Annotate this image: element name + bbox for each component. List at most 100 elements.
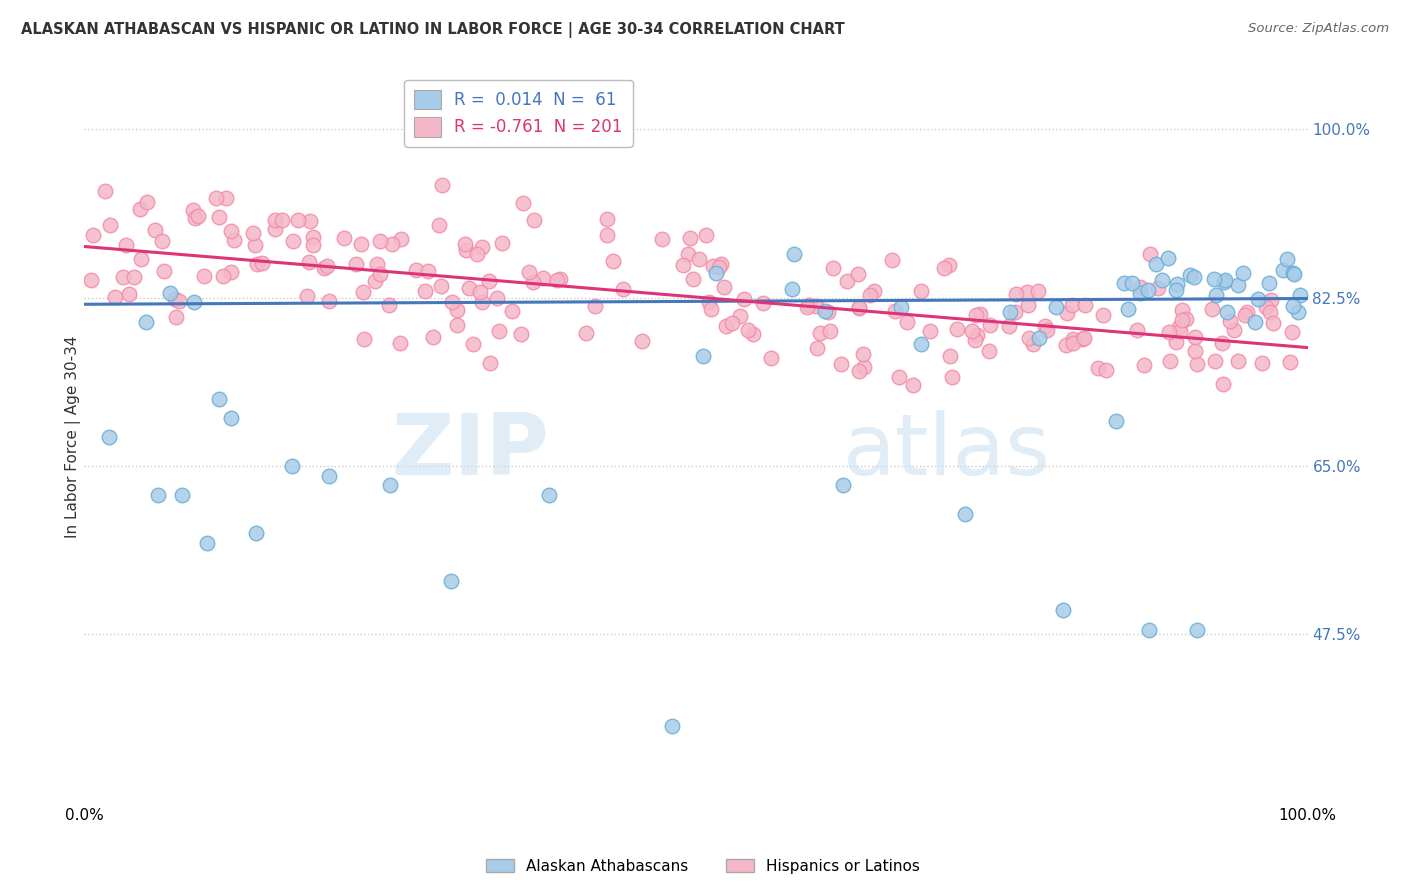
Point bbox=[1184, 343, 1206, 358]
Point bbox=[93, 185, 115, 199]
Point bbox=[1258, 276, 1281, 290]
Point bbox=[167, 293, 190, 308]
Point bbox=[918, 324, 941, 338]
Point bbox=[1184, 330, 1206, 344]
Point bbox=[1202, 272, 1225, 286]
Point bbox=[1236, 305, 1258, 319]
Point bbox=[181, 202, 204, 217]
Point bbox=[350, 237, 373, 252]
Point bbox=[429, 278, 451, 293]
Point bbox=[82, 228, 104, 243]
Point bbox=[966, 327, 988, 342]
Point bbox=[835, 275, 858, 289]
Point bbox=[1204, 353, 1226, 368]
Point bbox=[880, 253, 903, 268]
Point bbox=[939, 349, 962, 363]
Point bbox=[115, 238, 138, 252]
Point bbox=[318, 294, 340, 309]
Point bbox=[782, 247, 804, 261]
Point bbox=[146, 488, 169, 502]
Point bbox=[901, 378, 924, 392]
Point bbox=[522, 275, 544, 289]
Point bbox=[1226, 278, 1249, 293]
Point bbox=[264, 222, 287, 236]
Point bbox=[208, 392, 231, 406]
Point bbox=[104, 289, 127, 303]
Point bbox=[153, 264, 176, 278]
Point bbox=[128, 202, 150, 216]
Point bbox=[848, 301, 870, 315]
Point bbox=[1017, 298, 1039, 312]
Point bbox=[427, 219, 450, 233]
Point bbox=[969, 307, 991, 321]
Point bbox=[575, 326, 598, 340]
Point bbox=[612, 282, 634, 296]
Point bbox=[1005, 287, 1028, 301]
Point bbox=[1260, 305, 1282, 319]
Point bbox=[859, 288, 882, 302]
Point bbox=[405, 262, 427, 277]
Point bbox=[946, 322, 969, 336]
Point bbox=[318, 468, 340, 483]
Point bbox=[208, 210, 231, 224]
Point bbox=[1171, 302, 1194, 317]
Point bbox=[509, 327, 531, 342]
Point bbox=[709, 256, 731, 270]
Point bbox=[1286, 305, 1309, 319]
Point bbox=[1281, 266, 1303, 280]
Y-axis label: In Labor Force | Age 30-34: In Labor Force | Age 30-34 bbox=[65, 335, 82, 539]
Point bbox=[422, 330, 444, 344]
Point bbox=[1178, 268, 1201, 283]
Point bbox=[463, 337, 485, 351]
Point bbox=[219, 410, 242, 425]
Point bbox=[314, 260, 336, 275]
Point bbox=[965, 333, 987, 347]
Point bbox=[1174, 312, 1197, 326]
Point bbox=[1167, 319, 1189, 334]
Point bbox=[1073, 331, 1095, 345]
Point bbox=[465, 247, 488, 261]
Point bbox=[1095, 363, 1118, 377]
Point bbox=[1166, 277, 1188, 291]
Point bbox=[700, 302, 723, 317]
Point bbox=[1254, 300, 1277, 314]
Point bbox=[1159, 353, 1181, 368]
Point bbox=[1070, 332, 1092, 346]
Point bbox=[831, 478, 853, 492]
Point bbox=[1213, 273, 1236, 287]
Point bbox=[163, 293, 186, 307]
Point bbox=[1282, 267, 1305, 281]
Point bbox=[1137, 623, 1160, 637]
Point bbox=[1052, 603, 1074, 617]
Point bbox=[243, 237, 266, 252]
Point bbox=[896, 315, 918, 329]
Point bbox=[517, 265, 540, 279]
Point bbox=[352, 285, 374, 299]
Point bbox=[370, 234, 392, 248]
Point bbox=[1187, 623, 1209, 637]
Point bbox=[1182, 269, 1205, 284]
Point bbox=[454, 243, 477, 257]
Point bbox=[250, 256, 273, 270]
Legend: Alaskan Athabascans, Hispanics or Latinos: Alaskan Athabascans, Hispanics or Latino… bbox=[479, 853, 927, 880]
Point bbox=[818, 324, 841, 338]
Point bbox=[962, 324, 984, 338]
Point bbox=[242, 226, 264, 240]
Point bbox=[546, 273, 568, 287]
Point bbox=[596, 227, 619, 242]
Point bbox=[471, 294, 494, 309]
Point bbox=[678, 247, 700, 261]
Point bbox=[523, 213, 546, 227]
Point bbox=[222, 233, 245, 247]
Point bbox=[468, 285, 491, 300]
Point bbox=[883, 304, 905, 318]
Point bbox=[848, 364, 870, 378]
Point bbox=[889, 370, 911, 384]
Point bbox=[1091, 308, 1114, 322]
Point bbox=[1045, 300, 1067, 314]
Point bbox=[281, 458, 304, 473]
Point bbox=[688, 252, 710, 266]
Point bbox=[97, 430, 120, 444]
Point bbox=[1260, 293, 1282, 307]
Point bbox=[136, 195, 159, 210]
